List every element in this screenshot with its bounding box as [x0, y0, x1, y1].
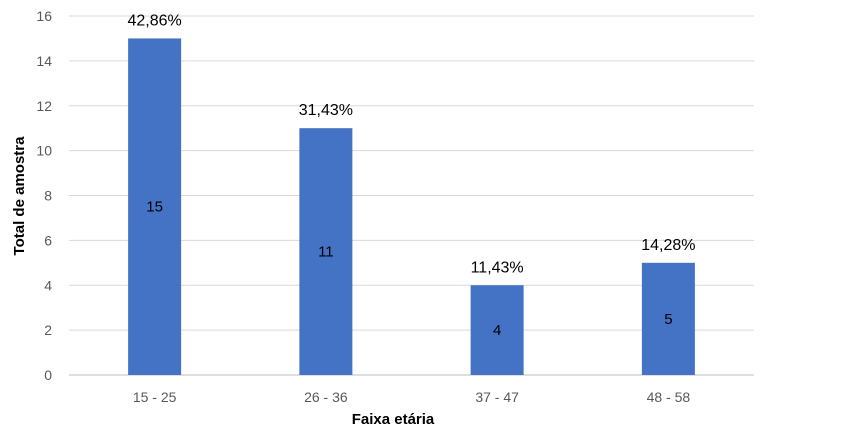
y-tick-label: 14 [36, 53, 52, 69]
y-tick-label: 10 [36, 143, 52, 159]
bars [128, 38, 695, 375]
x-tick-label: 15 - 25 [133, 389, 177, 405]
x-axis-ticks: 15 - 25 26 - 36 37 - 47 48 - 58 [133, 389, 691, 405]
bar [299, 128, 353, 375]
y-tick-label: 4 [44, 277, 52, 293]
bar [470, 285, 524, 375]
x-axis-title: Faixa etária [352, 411, 435, 428]
y-tick-label: 8 [44, 188, 52, 204]
y-axis-ticks: 0 2 4 6 8 10 12 14 16 [36, 8, 52, 383]
x-tick-label: 48 - 58 [647, 389, 691, 405]
gridlines [69, 15, 754, 376]
y-axis-title: Total de amostra [11, 136, 28, 256]
x-tick-label: 26 - 36 [304, 389, 348, 405]
data-labels: 15 42,86% 11 31,43% 4 11,43% 5 14,28% [127, 12, 695, 339]
bar-value-label: 15 [146, 199, 163, 216]
x-tick-label: 37 - 47 [475, 389, 519, 405]
bar-value-label: 5 [664, 311, 672, 328]
y-tick-label: 12 [36, 98, 52, 114]
bar-percent-label: 11,43% [471, 259, 524, 276]
y-tick-label: 6 [44, 232, 52, 248]
bar [128, 38, 182, 375]
bar-value-label: 11 [318, 244, 334, 261]
bar-percent-label: 31,43% [299, 102, 353, 119]
bar-value-label: 4 [493, 322, 501, 339]
bar-percent-label: 42,86% [127, 12, 181, 29]
bar [641, 262, 695, 375]
bar-percent-label: 14,28% [641, 237, 695, 254]
y-tick-label: 2 [44, 322, 52, 338]
y-tick-label: 0 [44, 367, 52, 383]
y-tick-label: 16 [36, 8, 52, 24]
